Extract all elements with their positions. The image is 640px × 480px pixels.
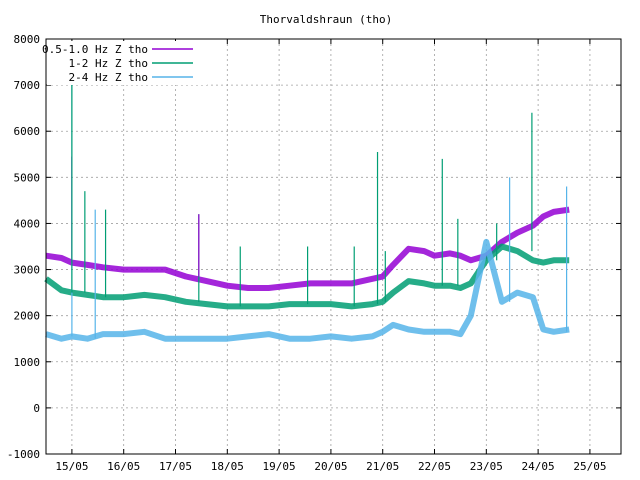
y-tick-label-4: 3000 <box>14 264 41 277</box>
legend-label-0: 0.5-1.0 Hz Z tho <box>42 43 148 56</box>
x-tick-label-6: 21/05 <box>366 460 399 473</box>
x-tick-label-3: 18/05 <box>211 460 244 473</box>
y-tick-label-2: 1000 <box>14 356 41 369</box>
legend-label-1: 1-2 Hz Z tho <box>69 57 148 70</box>
x-axis-ticks: 15/05 16/05 17/05 18/05 19/05 20/05 21/05 22/05… <box>55 39 606 473</box>
x-tick-label-9: 24/05 <box>522 460 555 473</box>
y-tick-label-0: -1000 <box>7 448 40 461</box>
legend-label-2: 2-4 Hz Z tho <box>69 71 148 84</box>
y-tick-label-8: 7000 <box>14 79 41 92</box>
y-tick-label-7: 6000 <box>14 125 41 138</box>
x-tick-label-1: 16/05 <box>107 460 140 473</box>
plot-frame <box>45 38 622 455</box>
y-tick-label-6: 5000 <box>14 171 41 184</box>
y-tick-label-9: 8000 <box>14 33 41 46</box>
y-axis-ticks: -1000 0 1000 2000 3000 4000 5000 6000 7000 8000 <box>7 33 621 461</box>
x-tick-label-2: 17/05 <box>159 460 192 473</box>
x-tick-label-5: 20/05 <box>314 460 347 473</box>
y-tick-label-5: 4000 <box>14 217 41 230</box>
series-line-2 <box>45 238 570 342</box>
x-tick-label-7: 22/05 <box>418 460 451 473</box>
series-lines <box>44 48 570 342</box>
x-tick-label-0: 15/05 <box>55 460 88 473</box>
x-tick-label-4: 19/05 <box>263 460 296 473</box>
chart-title: Thorvaldshraun (tho) <box>260 13 392 26</box>
x-tick-label-10: 25/05 <box>573 460 606 473</box>
y-tick-label-1: 0 <box>33 402 40 415</box>
legend: 0.5-1.0 Hz Z tho 1-2 Hz Z tho 2-4 Hz Z t… <box>42 41 207 85</box>
x-tick-label-8: 23/05 <box>470 460 503 473</box>
y-tick-label-3: 2000 <box>14 310 41 323</box>
